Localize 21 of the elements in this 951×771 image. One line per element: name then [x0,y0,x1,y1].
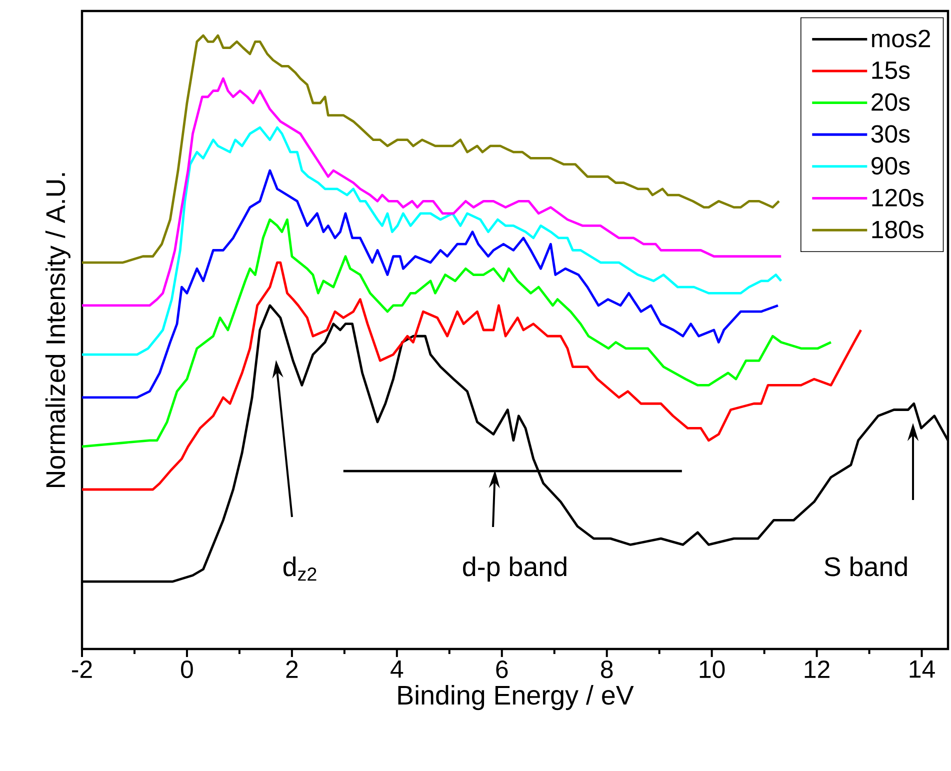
x-tick-label: 8 [601,660,613,678]
legend-label: 120s [872,188,924,206]
annotation: d$_{z2}$ [283,556,316,581]
x-tick-label: 12 [804,660,830,678]
x-tick-label: 10 [700,660,725,678]
x-tick-label: -2 [72,660,92,678]
annotation: d-p band [463,556,566,582]
x-tick-label: 0 [181,660,193,678]
x-tick-label: 4 [390,660,404,678]
x-tick-label: 6 [496,660,508,678]
legend-label: 30s [871,125,910,143]
annotation: S band [824,556,907,576]
y-axis-title: Normalized Intensity / A.U. [45,173,70,487]
legend-label: 20s [872,93,910,111]
legend-label: 15s [872,62,910,80]
x-tick-label: 14 [910,660,935,678]
legend-label: 180s [872,220,924,238]
x-tick-label: 2 [286,660,298,678]
x-axis-title: Binding Energy / eV [398,684,634,710]
legend-label: mos2 [872,30,930,48]
legend-label: 90s [872,156,910,175]
